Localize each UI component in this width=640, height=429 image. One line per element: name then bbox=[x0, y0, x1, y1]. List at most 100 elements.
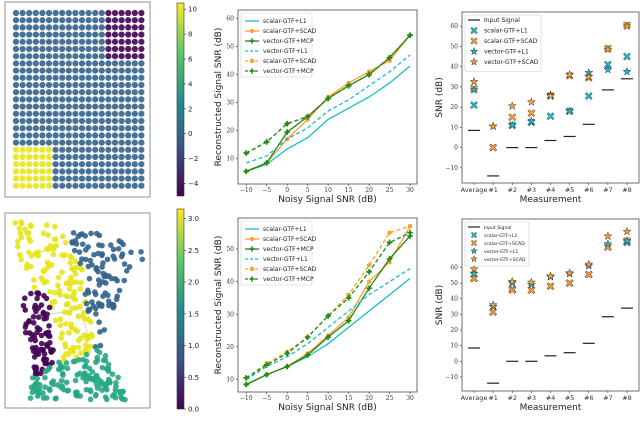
graph-node bbox=[92, 125, 99, 132]
graph-node bbox=[39, 74, 46, 81]
graph-node bbox=[45, 139, 53, 146]
graph-node bbox=[59, 330, 65, 336]
graph-node bbox=[58, 335, 65, 341]
graph-node bbox=[52, 38, 59, 45]
graph-node bbox=[131, 24, 138, 31]
graph-node bbox=[115, 374, 121, 381]
graph-node bbox=[72, 103, 79, 110]
graph-node bbox=[138, 9, 145, 17]
graph-node bbox=[105, 168, 112, 175]
graph-node bbox=[45, 161, 53, 168]
data-point bbox=[584, 270, 593, 279]
graph-node bbox=[85, 125, 92, 132]
graph-node bbox=[77, 285, 84, 292]
graph-node bbox=[125, 31, 132, 38]
graph-node bbox=[131, 45, 138, 53]
graph-node bbox=[85, 45, 92, 53]
data-point bbox=[325, 334, 331, 340]
graph-node bbox=[26, 67, 33, 74]
x-tick-label: #8 bbox=[622, 186, 632, 194]
graph-node bbox=[39, 103, 46, 110]
graph-node bbox=[85, 161, 92, 168]
graph-node bbox=[45, 182, 53, 189]
graph-node bbox=[52, 31, 59, 38]
graph-node bbox=[12, 53, 20, 60]
graph-node bbox=[111, 139, 119, 146]
graph-node bbox=[59, 125, 66, 132]
graph-node bbox=[51, 236, 58, 243]
graph-node bbox=[131, 182, 138, 189]
graph-node bbox=[118, 168, 125, 175]
data-point bbox=[546, 282, 555, 291]
graph-node bbox=[56, 359, 62, 366]
graph-node bbox=[120, 388, 126, 395]
graph-node bbox=[72, 389, 79, 396]
x-tick-label: 15 bbox=[345, 395, 353, 402]
graph-node bbox=[105, 175, 112, 182]
graph-node bbox=[103, 280, 109, 286]
data-point bbox=[469, 264, 479, 274]
graph-node bbox=[72, 117, 79, 125]
data-point bbox=[622, 235, 632, 245]
graph-node bbox=[19, 125, 26, 132]
graph-node bbox=[125, 103, 132, 110]
y-tick-label: 0 bbox=[454, 358, 458, 365]
graph-node bbox=[85, 168, 92, 175]
graph-node bbox=[98, 153, 105, 161]
graph-node bbox=[26, 168, 33, 175]
x-tick-label: 30 bbox=[406, 187, 414, 194]
graph-node bbox=[112, 276, 119, 282]
data-point bbox=[243, 150, 249, 156]
graph-node bbox=[19, 96, 26, 103]
data-point bbox=[284, 129, 290, 135]
data-point bbox=[488, 121, 498, 131]
graph-node bbox=[85, 67, 92, 74]
y-axis-label: SNR (dB) bbox=[435, 77, 445, 117]
y-tick-label: 10 bbox=[226, 156, 234, 163]
graph-node bbox=[138, 24, 145, 31]
graph-node bbox=[92, 146, 99, 153]
data-point bbox=[526, 97, 537, 107]
graph-node bbox=[32, 132, 39, 139]
graph-node bbox=[57, 322, 64, 329]
graph-node bbox=[44, 311, 51, 317]
graph-node bbox=[43, 341, 50, 348]
data-point bbox=[284, 363, 290, 370]
data-point bbox=[527, 109, 536, 118]
colorbar-tick-label: 2 bbox=[188, 105, 192, 113]
graph-node bbox=[82, 233, 89, 239]
graph-node bbox=[55, 274, 62, 281]
legend-frame bbox=[464, 221, 530, 267]
graph-node bbox=[67, 260, 74, 266]
graph-node bbox=[118, 182, 125, 189]
graph-node bbox=[131, 60, 138, 67]
colorbar-tick-label: 10 bbox=[188, 6, 197, 14]
colorbar-bar bbox=[176, 2, 185, 197]
graph-node bbox=[33, 364, 40, 371]
graph-node bbox=[78, 117, 86, 125]
data-point bbox=[469, 76, 479, 86]
y-tick-label: 50 bbox=[450, 280, 458, 287]
graph-node bbox=[118, 161, 125, 168]
graph-node bbox=[111, 31, 119, 38]
graph-node bbox=[19, 161, 26, 168]
data-point bbox=[366, 285, 372, 291]
graph-node bbox=[97, 342, 104, 349]
graph-node bbox=[72, 45, 79, 53]
graph-node bbox=[32, 103, 39, 110]
graph-node bbox=[45, 146, 53, 153]
graph-node bbox=[26, 60, 33, 67]
data-point bbox=[263, 139, 270, 145]
graph-node bbox=[57, 316, 64, 322]
graph-node bbox=[32, 125, 39, 132]
data-point bbox=[584, 92, 593, 100]
data-point bbox=[469, 57, 479, 66]
data-point bbox=[387, 230, 392, 235]
data-point bbox=[284, 350, 290, 357]
graph-node bbox=[131, 38, 138, 45]
graph-node bbox=[98, 81, 105, 89]
graph-node bbox=[72, 74, 79, 81]
graph-node bbox=[45, 96, 53, 103]
graph-node bbox=[131, 161, 138, 168]
graph-node bbox=[26, 139, 33, 146]
